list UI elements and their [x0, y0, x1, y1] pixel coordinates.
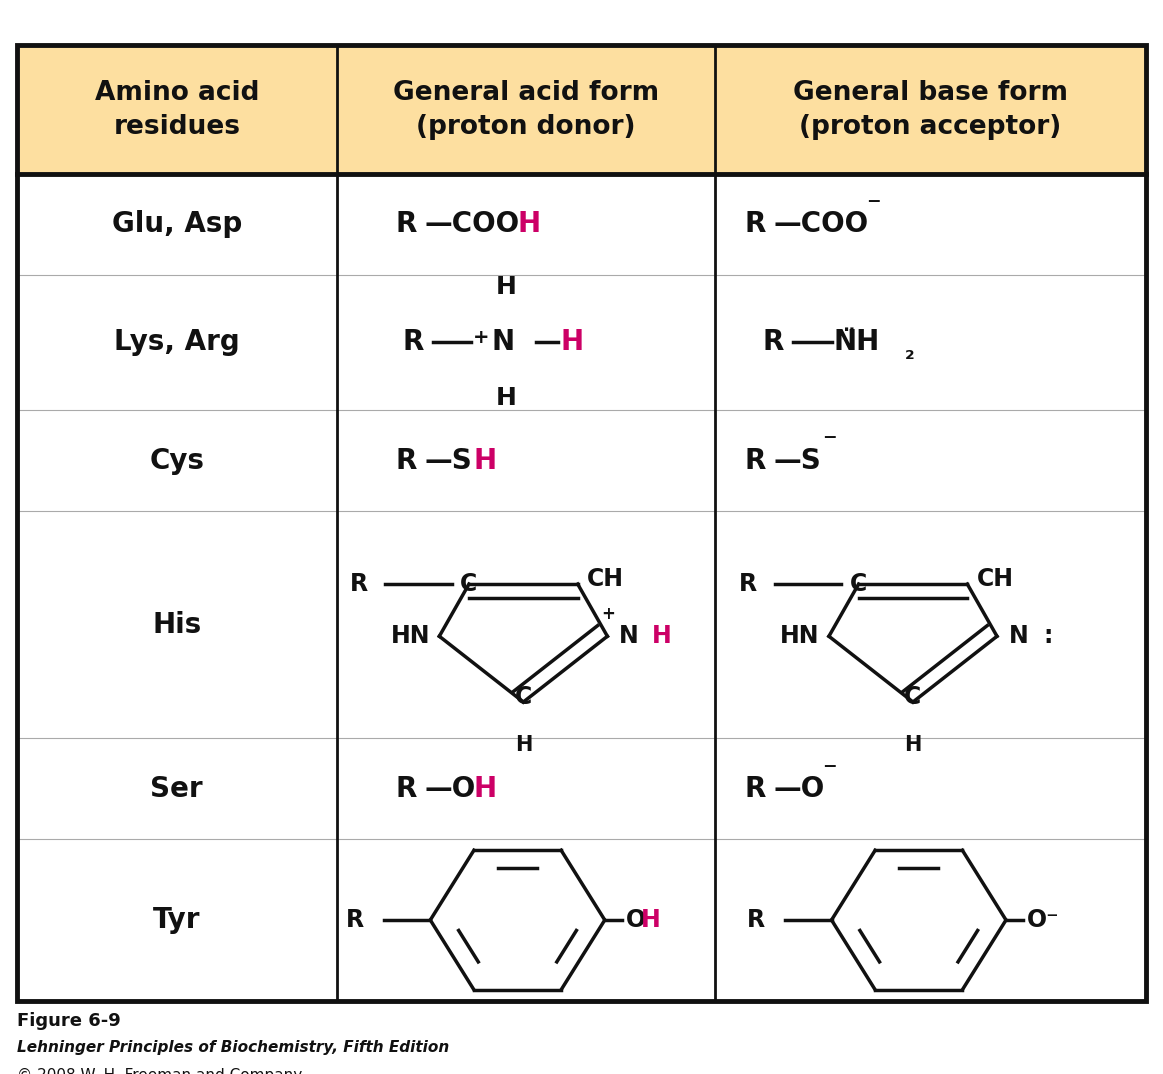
Text: R: R [402, 329, 423, 357]
Text: :: : [1043, 624, 1053, 649]
Text: H: H [651, 624, 671, 649]
Text: Lehninger Principles of Biochemistry, Fifth Edition: Lehninger Principles of Biochemistry, Fi… [17, 1040, 450, 1055]
Text: Amino acid
residues: Amino acid residues [94, 79, 259, 140]
Text: H: H [561, 329, 584, 357]
Text: R: R [744, 211, 765, 238]
Text: HN: HN [391, 624, 430, 649]
Bar [17, 45, 1146, 1001]
Text: R: R [747, 908, 765, 932]
Text: —COO: —COO [773, 211, 869, 238]
Text: ⁻: ⁻ [866, 193, 882, 221]
Bar [17, 45, 1146, 174]
Text: H: H [641, 908, 661, 932]
Text: Lys, Arg: Lys, Arg [114, 329, 240, 357]
Text: —S: —S [424, 447, 472, 475]
Text: R: R [744, 447, 765, 475]
Text: ₂: ₂ [905, 344, 914, 363]
Text: H: H [495, 387, 516, 410]
Bar [17, 45, 1146, 1001]
Text: —COO: —COO [424, 211, 520, 238]
Text: H: H [515, 735, 531, 755]
Text: HN: HN [780, 624, 820, 649]
Text: C: C [905, 684, 921, 709]
Text: H: H [495, 275, 516, 299]
Text: R: R [395, 211, 416, 238]
Text: O: O [626, 908, 645, 932]
Text: O⁻: O⁻ [1027, 908, 1059, 932]
Text: —S: —S [773, 447, 821, 475]
Text: ⁻: ⁻ [822, 430, 837, 458]
Text: CH: CH [977, 567, 1014, 591]
Text: N: N [1008, 624, 1028, 649]
Text: H: H [518, 211, 541, 238]
Text: His: His [152, 611, 201, 639]
Text: ⁻: ⁻ [822, 757, 837, 785]
Text: R: R [763, 329, 784, 357]
Text: +: + [601, 605, 615, 623]
Text: R: R [345, 908, 364, 932]
Text: R: R [395, 774, 416, 802]
Text: Tyr: Tyr [154, 906, 200, 934]
Text: Cys: Cys [149, 447, 205, 475]
Text: © 2008 W. H. Freeman and Company: © 2008 W. H. Freeman and Company [17, 1068, 302, 1074]
Text: R: R [739, 572, 757, 596]
Text: CH: CH [587, 567, 625, 591]
Text: H: H [473, 447, 497, 475]
Text: Figure 6-9: Figure 6-9 [17, 1012, 121, 1030]
Text: C: C [850, 572, 868, 596]
Text: Glu, Asp: Glu, Asp [112, 211, 242, 238]
Text: H: H [473, 774, 497, 802]
Text: Ser: Ser [150, 774, 204, 802]
Text: General base form
(proton acceptor): General base form (proton acceptor) [793, 79, 1068, 140]
Text: R: R [395, 447, 416, 475]
Text: +: + [473, 328, 490, 347]
Text: C: C [515, 684, 531, 709]
Text: —O: —O [773, 774, 825, 802]
Text: General acid form
(proton donor): General acid form (proton donor) [393, 79, 658, 140]
Text: C: C [461, 572, 478, 596]
Text: N: N [492, 329, 515, 357]
Text: —O: —O [424, 774, 476, 802]
Text: N: N [619, 624, 638, 649]
Text: H: H [905, 735, 921, 755]
Text: R: R [349, 572, 368, 596]
Text: N̈H: N̈H [834, 329, 880, 357]
Text: R: R [744, 774, 765, 802]
